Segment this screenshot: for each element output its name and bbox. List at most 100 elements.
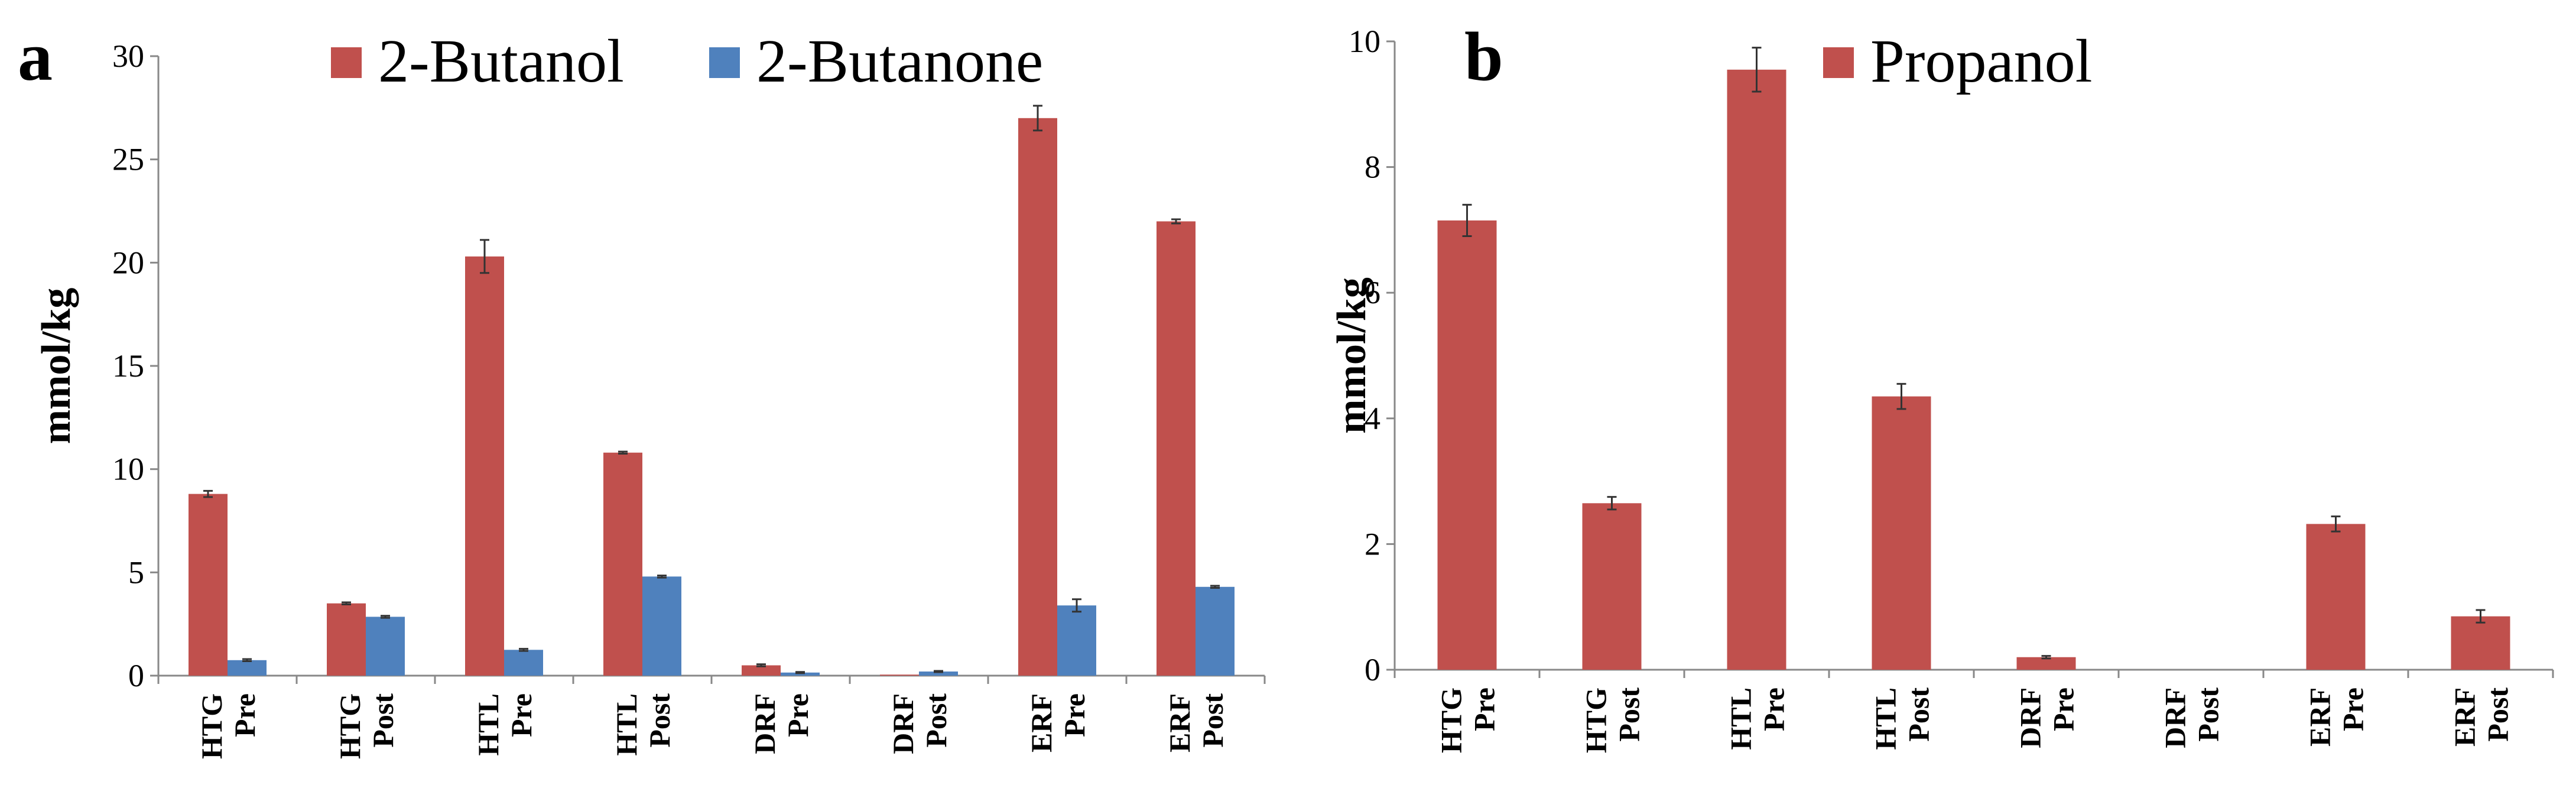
panel-letter-a: a	[18, 18, 53, 95]
bar-a-2-butanol-6	[1018, 118, 1057, 676]
y-tick-label-b: 8	[1365, 150, 1380, 185]
bar-b-propanol-4	[2016, 657, 2076, 670]
bar-b-propanol-7	[2451, 616, 2510, 670]
bar-a-2-butanol-7	[1157, 221, 1196, 676]
x-tick-label-a: ERF	[1163, 693, 1196, 752]
y-tick-label-a: 0	[128, 658, 144, 693]
y-tick-label-a: 15	[112, 348, 144, 384]
error-bar-a	[242, 658, 252, 663]
x-tick-label-a: DRF	[886, 693, 920, 754]
x-tick-label-b: Pre	[1758, 687, 1791, 731]
x-tick-label-b: HTL	[1724, 687, 1758, 750]
x-tick-label-b: Pre	[2337, 687, 2370, 731]
error-bar-b	[1607, 496, 1617, 511]
x-tick-label-a: HTG	[195, 693, 228, 759]
y-tick-label-a: 30	[112, 38, 144, 74]
y-tick-label-b: 4	[1365, 401, 1380, 436]
x-tick-label-b: ERF	[2448, 687, 2481, 747]
error-bar-b	[1462, 203, 1472, 238]
bar-a-2-butanone-4	[781, 672, 820, 676]
x-tick-label-a: HTL	[472, 693, 505, 756]
error-bar-a	[618, 450, 628, 455]
y-tick-label-b: 0	[1365, 652, 1380, 687]
bar-a-2-butanone-3	[642, 576, 681, 676]
bar-a-2-butanone-2	[504, 650, 543, 676]
x-tick-label-a: Pre	[505, 693, 538, 737]
x-tick-label-b: Post	[2481, 687, 2515, 742]
panel-letter-b: b	[1464, 18, 1503, 95]
bar-b-propanol-6	[2306, 524, 2366, 670]
error-bar-a	[342, 601, 351, 605]
bar-a-2-butanone-5	[919, 672, 958, 676]
bar-b-propanol-3	[1872, 396, 1931, 670]
x-tick-label-b: Post	[1902, 687, 1935, 742]
legend-swatch-a	[331, 47, 362, 78]
bar-a-2-butanol-4	[742, 665, 781, 676]
x-tick-label-b: HTL	[1869, 687, 1902, 750]
error-bar-a	[657, 575, 667, 579]
x-tick-label-b: DRF	[2014, 687, 2047, 748]
error-bar-a	[519, 648, 528, 652]
legend-label-a: 2-Butanone	[756, 27, 1043, 95]
error-bar-b	[1896, 382, 1906, 410]
x-tick-label-a: DRF	[748, 693, 781, 754]
error-bar-b	[1752, 47, 1762, 93]
bar-a-2-butanol-5	[880, 674, 919, 676]
x-tick-label-b: DRF	[2159, 687, 2192, 748]
error-bar-a	[381, 615, 390, 619]
error-bar-a	[203, 489, 213, 498]
x-tick-label-a: Pre	[781, 693, 814, 737]
x-tick-label-b: ERF	[2304, 687, 2337, 747]
x-tick-label-a: Post	[920, 693, 953, 748]
bar-a-2-butanone-1	[366, 617, 405, 676]
error-bar-a	[1033, 105, 1042, 132]
legend-swatch-a	[709, 47, 740, 78]
bar-b-propanol-2	[1727, 69, 1786, 670]
x-tick-label-a: HTL	[610, 693, 643, 756]
error-bar-a	[1210, 585, 1220, 589]
y-tick-label-a: 20	[112, 245, 144, 280]
error-bar-a	[1072, 598, 1081, 613]
x-tick-label-b: Post	[1613, 687, 1646, 742]
error-bar-b	[2041, 655, 2051, 660]
legend-label-a: 2-Butanol	[378, 27, 624, 95]
error-bar-a	[756, 663, 766, 667]
x-tick-label-b: Post	[2192, 687, 2225, 742]
legend-swatch-b	[1823, 47, 1854, 78]
y-tick-label-a: 25	[112, 142, 144, 177]
x-tick-label-a: Pre	[228, 693, 261, 737]
y-axis-label-a: mmol/kg	[34, 288, 79, 444]
bar-a-2-butanol-3	[603, 452, 642, 676]
x-tick-label-a: Post	[366, 693, 399, 748]
x-tick-label-b: Pre	[2047, 687, 2080, 731]
x-tick-label-a: Pre	[1058, 693, 1091, 737]
x-tick-label-b: HTG	[1435, 687, 1468, 753]
bar-a-2-butanone-6	[1057, 605, 1096, 676]
y-tick-label-b: 2	[1365, 526, 1380, 562]
bar-b-propanol-1	[1582, 503, 1642, 670]
bar-a-2-butanone-0	[228, 660, 267, 676]
error-bar-a	[795, 671, 805, 674]
error-bar-b	[2476, 609, 2486, 624]
y-tick-label-b: 6	[1365, 275, 1380, 310]
error-bar-a	[934, 670, 943, 673]
legend-label-b: Propanol	[1870, 27, 2093, 95]
y-tick-label-b: 10	[1349, 24, 1380, 59]
x-tick-label-b: HTG	[1580, 687, 1613, 753]
x-tick-label-a: Post	[1196, 693, 1229, 748]
bar-a-2-butanol-0	[189, 494, 228, 676]
x-tick-label-b: Pre	[1468, 687, 1501, 731]
bar-a-2-butanol-1	[327, 603, 366, 676]
y-tick-label-a: 5	[128, 554, 144, 590]
bar-a-2-butanone-7	[1196, 586, 1235, 676]
x-tick-label-a: Post	[643, 693, 676, 748]
y-tick-label-a: 10	[112, 452, 144, 487]
error-bar-b	[2331, 515, 2341, 533]
y-axis-label-b: mmol/kg	[1329, 277, 1375, 433]
error-bar-a	[1171, 218, 1181, 225]
x-tick-label-a: HTG	[333, 693, 366, 759]
x-tick-label-a: ERF	[1025, 693, 1058, 752]
